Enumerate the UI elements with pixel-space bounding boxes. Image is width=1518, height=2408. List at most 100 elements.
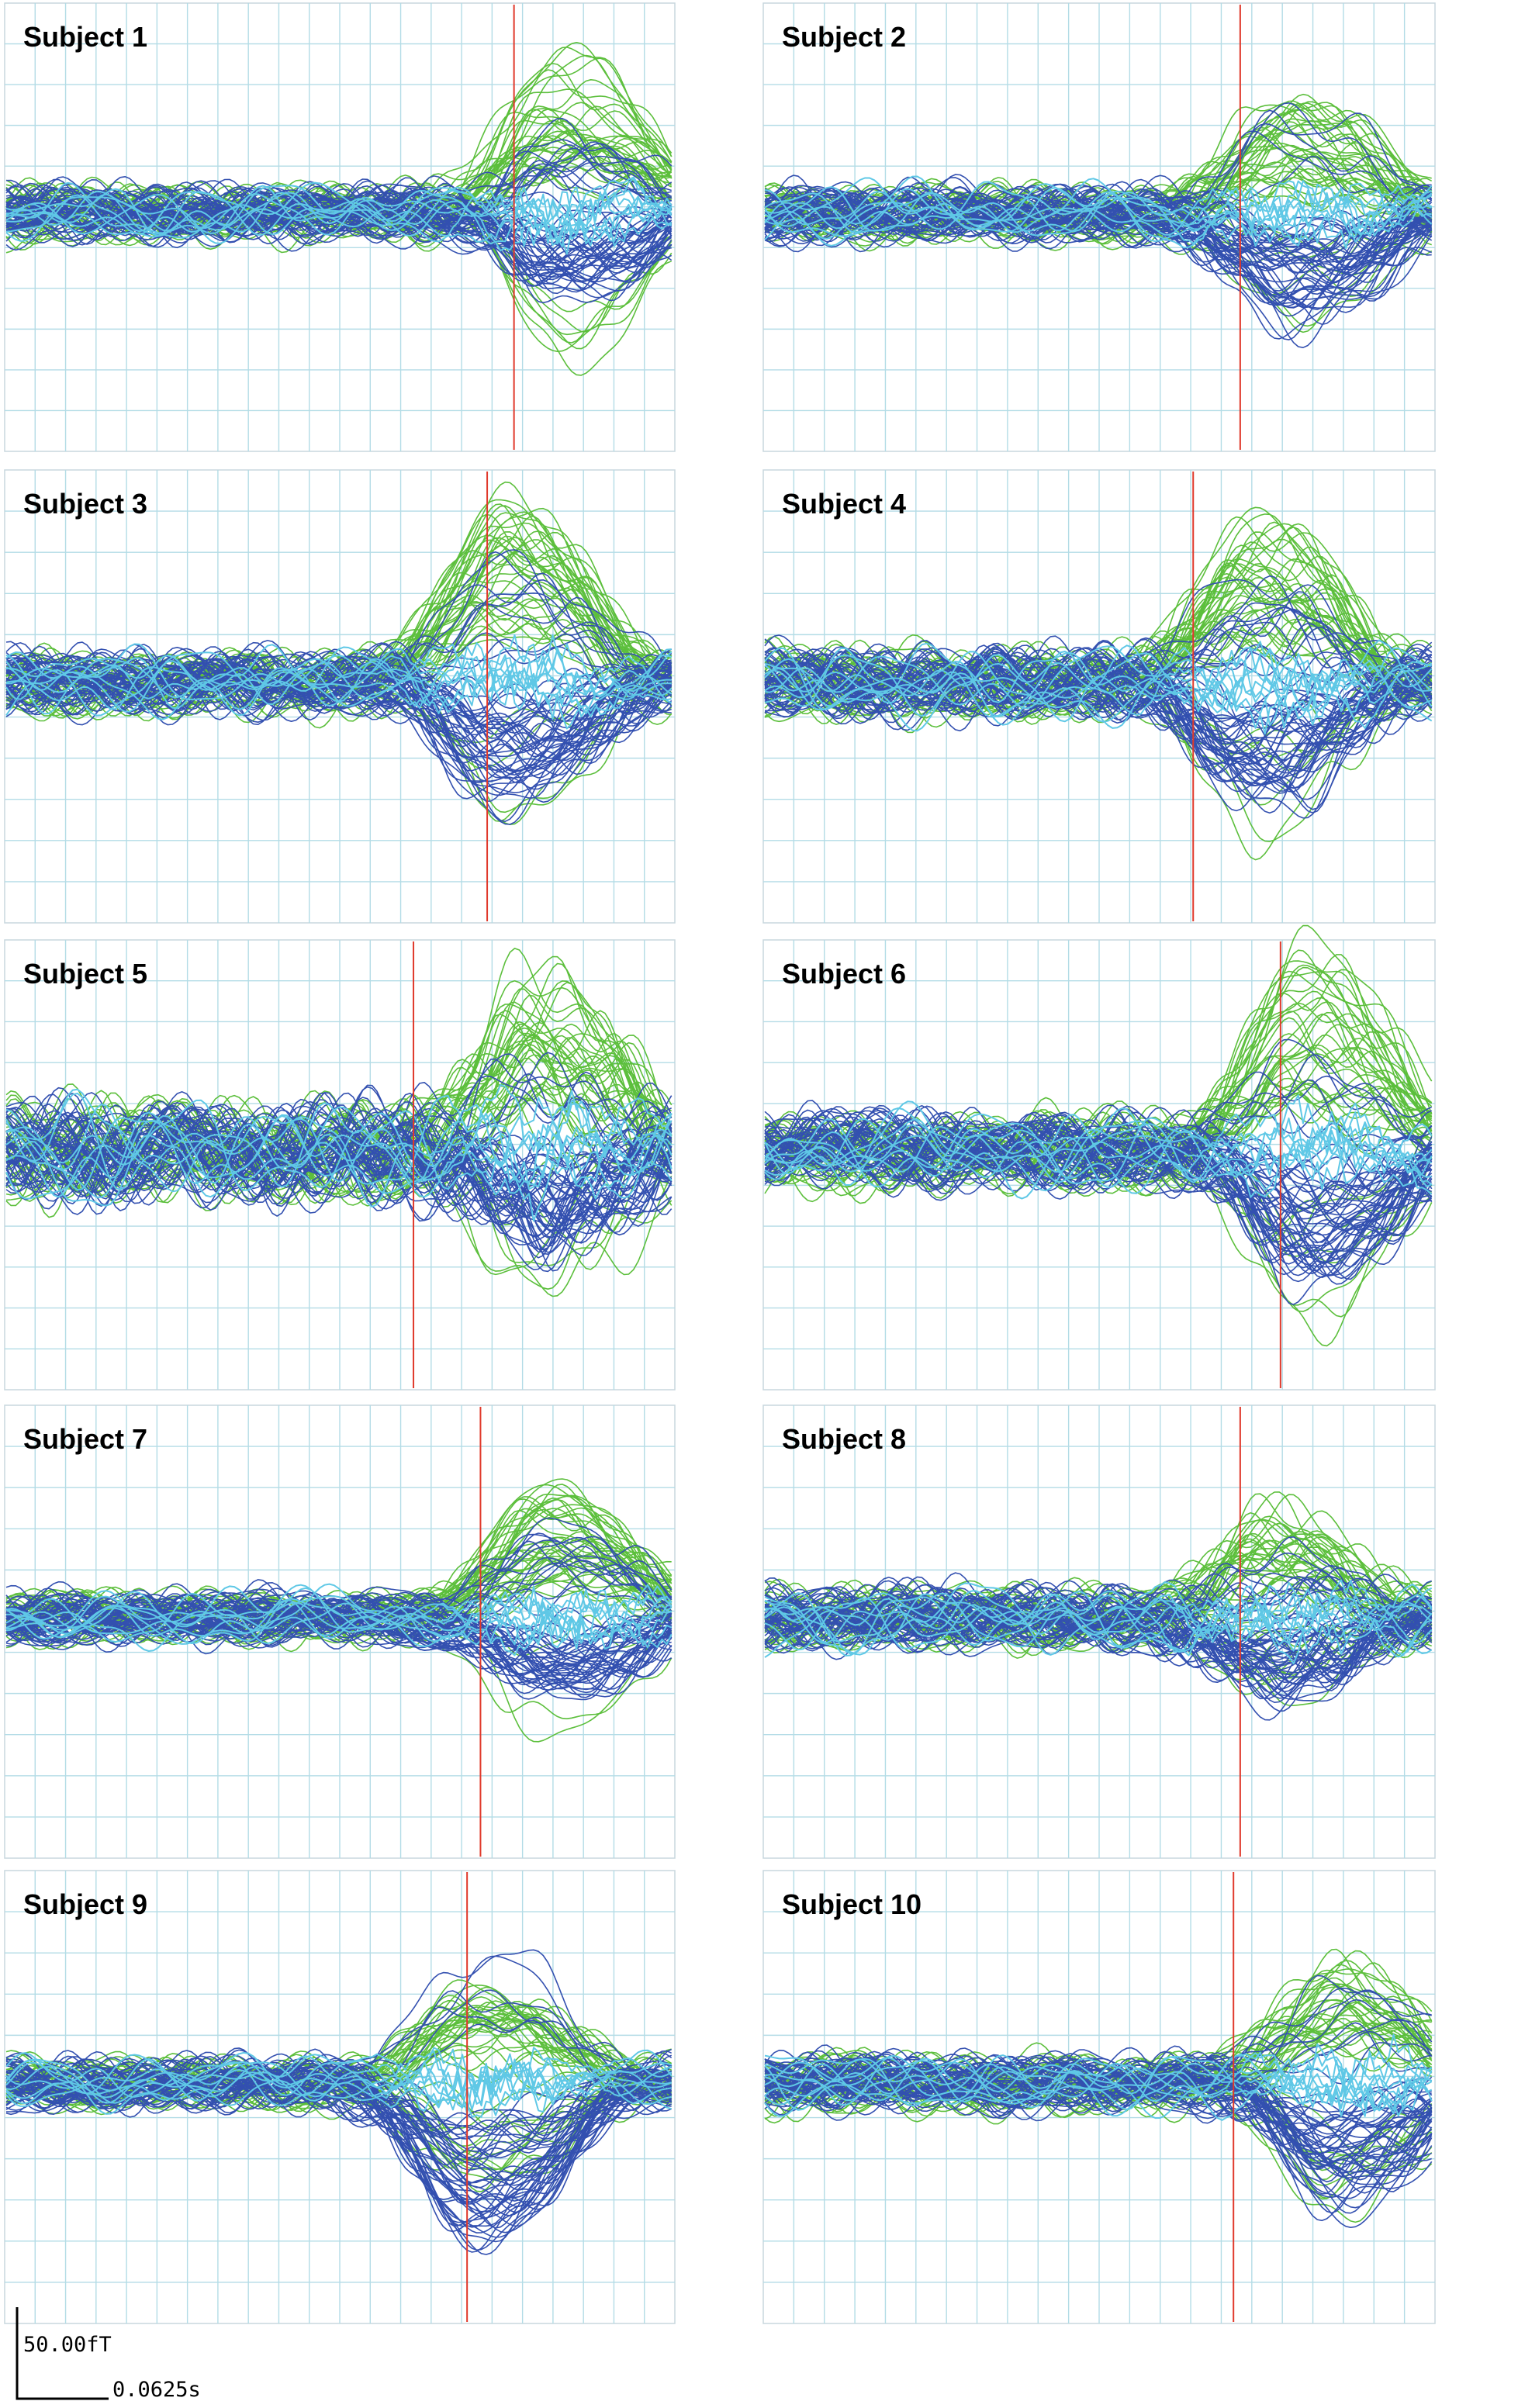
trace-blue (764, 651, 1432, 779)
trace-blue (764, 190, 1432, 283)
subject-panel: Subject 8 (762, 1404, 1436, 1859)
scale-time-label: 0.0625s (112, 2378, 201, 2402)
trace-blue (764, 1108, 1432, 1218)
trace-blue (764, 195, 1433, 278)
trace-cyan (5, 634, 672, 714)
panel-title: Subject 4 (782, 488, 906, 520)
trace-blue (5, 181, 673, 295)
panel-traces (764, 1491, 1433, 1721)
trace-cyan (764, 181, 1433, 247)
trace-blue (764, 185, 1433, 340)
trace-cyan (764, 175, 1433, 236)
trace-blue (764, 2061, 1433, 2199)
trace-blue (5, 1092, 673, 1218)
trace-blue (5, 1107, 672, 1222)
subject-panel: Subject 10 (762, 1870, 1436, 2324)
trace-cyan (764, 177, 1433, 237)
trace-green (764, 949, 1433, 1192)
trace-cyan (764, 651, 1433, 729)
trace-blue (764, 2050, 1433, 2137)
trace-cyan (764, 2043, 1433, 2115)
panel-title: Subject 10 (782, 1888, 922, 1920)
trace-blue (764, 648, 1432, 758)
trace-cyan (764, 1581, 1433, 1658)
trace-cyan (764, 2057, 1433, 2120)
trace-blue (5, 640, 673, 779)
trace-blue (5, 655, 673, 724)
subject-panel: Subject 1 (4, 2, 676, 452)
trace-blue (764, 651, 1433, 812)
panels-group: Subject 1 Subject 2 Subject 3 Subject 4 Subj… (4, 2, 1436, 2324)
trace-cyan (764, 1123, 1433, 1200)
trace-cyan (5, 2047, 672, 2116)
trace-cyan (764, 2054, 1433, 2121)
trace-blue (764, 2057, 1433, 2178)
trace-cyan (764, 1094, 1433, 1183)
trace-cyan (764, 1107, 1433, 1191)
trace-blue (5, 185, 672, 282)
panel-traces (764, 93, 1433, 348)
trace-blue (764, 1125, 1433, 1243)
subject-panel: Subject 5 (4, 939, 676, 1391)
trace-blue (764, 193, 1433, 340)
trace-green (5, 2012, 672, 2100)
trace-blue (764, 1591, 1433, 1683)
trace-cyan (5, 186, 673, 252)
trace-cyan (5, 651, 672, 730)
trace-blue (5, 1555, 672, 1644)
trace-cyan (764, 2057, 1433, 2117)
panel-title: Subject 8 (782, 1423, 906, 1455)
trace-green (5, 1504, 672, 1643)
trace-blue (764, 1113, 1433, 1263)
trace-blue (5, 2069, 672, 2150)
trace-blue (764, 1595, 1433, 1702)
trace-green (5, 1108, 673, 1297)
trace-cyan (5, 1090, 673, 1193)
trace-blue (5, 201, 673, 278)
trace-blue (5, 2058, 672, 2243)
trace-blue (5, 659, 672, 822)
trace-blue (764, 1110, 1432, 1228)
trace-cyan (5, 2057, 672, 2115)
panel-traces (5, 481, 673, 825)
trace-blue (5, 2056, 672, 2209)
subject-panel: Subject 4 (762, 469, 1436, 924)
trace-blue (5, 658, 672, 735)
trace-blue (764, 2055, 1433, 2194)
subject-panel: Subject 2 (762, 2, 1436, 452)
trace-blue (764, 2055, 1433, 2129)
trace-cyan (5, 647, 673, 710)
trace-blue (5, 2064, 673, 2228)
trace-green (764, 100, 1433, 244)
trace-blue (5, 653, 672, 753)
trace-cyan (764, 1581, 1433, 1656)
trace-cyan (764, 644, 1433, 729)
trace-blue (5, 2060, 672, 2158)
trace-blue (764, 2022, 1432, 2116)
trace-blue (6, 1108, 672, 1232)
trace-blue (5, 659, 673, 771)
trace-blue (5, 178, 673, 261)
trace-blue (5, 1587, 673, 1655)
trace-blue (5, 644, 673, 779)
trace-blue (5, 1107, 673, 1226)
trace-blue (764, 1572, 1432, 1650)
trace-cyan (5, 1584, 672, 1638)
trace-cyan (5, 642, 673, 720)
trace-blue (5, 185, 672, 281)
trace-blue (764, 174, 1433, 325)
trace-cyan (5, 181, 672, 245)
trace-blue (5, 648, 673, 754)
trace-blue (5, 551, 672, 725)
trace-blue (764, 640, 1433, 758)
panel-title: Subject 2 (782, 21, 906, 53)
trace-blue (5, 1540, 673, 1655)
trace-cyan (5, 2053, 673, 2109)
trace-cyan (5, 655, 673, 718)
panel-title: Subject 3 (23, 488, 147, 520)
trace-blue (5, 1582, 672, 1677)
trace-cyan (764, 180, 1432, 243)
trace-cyan (764, 652, 1433, 735)
trace-blue (764, 1575, 1432, 1639)
